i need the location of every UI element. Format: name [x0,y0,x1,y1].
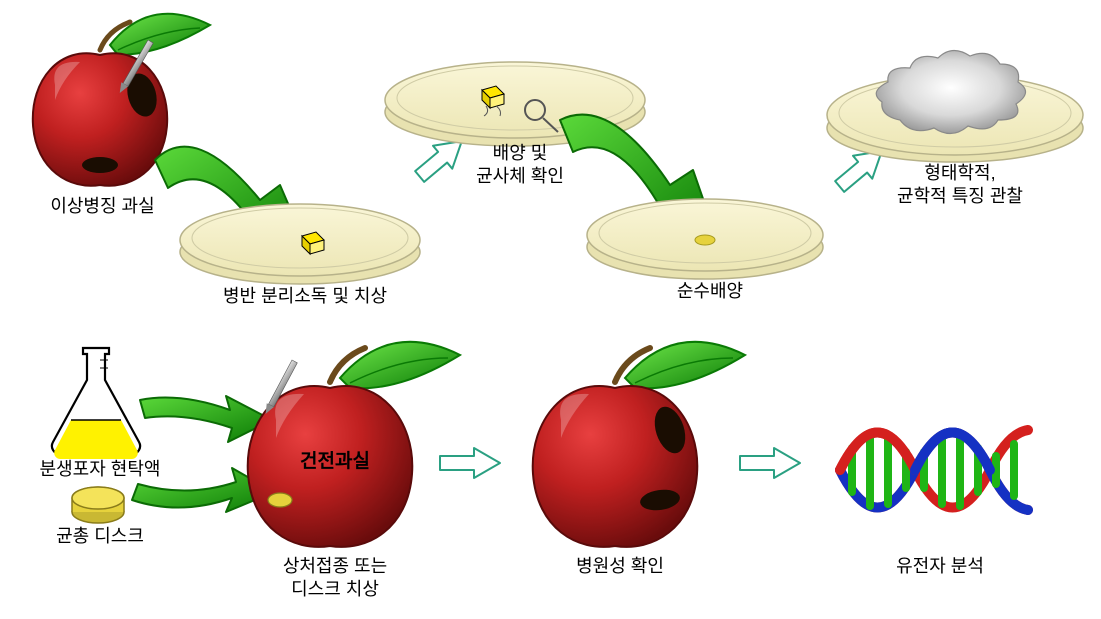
symptom-apple [533,342,745,547]
label-inoculation: 상처접종 또는 디스크 치상 [245,555,425,600]
green-arrow-flask [140,396,272,442]
label-dish-morphology: 형태학적, 균학적 특징 관찰 [860,162,1060,207]
label-pathogenicity: 병원성 확인 [540,555,700,578]
petri-dish-culture-check [385,62,645,146]
label-flask: 분생포자 현탁액 [10,458,190,481]
label-colony-disc: 균총 디스크 [30,525,170,548]
diagram-stage: 이상병징 과실 병반 분리소독 및 치상 배양 및 균사체 확인 순수배양 형태… [0,0,1101,619]
healthy-apple [248,342,460,547]
petri-dish-morphology [827,50,1083,162]
label-dish-culture-check: 배양 및 균사체 확인 [430,142,610,187]
colony-disc-icon [72,487,124,523]
outline-arrow-3 [440,448,500,478]
petri-dish-pure-culture [587,199,823,279]
outline-arrow-4 [740,448,800,478]
label-dish-isolation: 병반 분리소독 및 치상 [195,285,415,308]
dna-helix-icon [840,430,1028,510]
label-dish-pure-culture: 순수배양 [630,280,790,303]
label-healthy-apple-inner: 건전과실 [280,450,390,474]
petri-dish-isolation [180,204,420,284]
erlenmeyer-flask [52,348,140,459]
label-diseased-apple: 이상병징 과실 [20,195,185,218]
label-dna-analysis: 유전자 분석 [850,555,1030,578]
diseased-apple [33,14,210,186]
